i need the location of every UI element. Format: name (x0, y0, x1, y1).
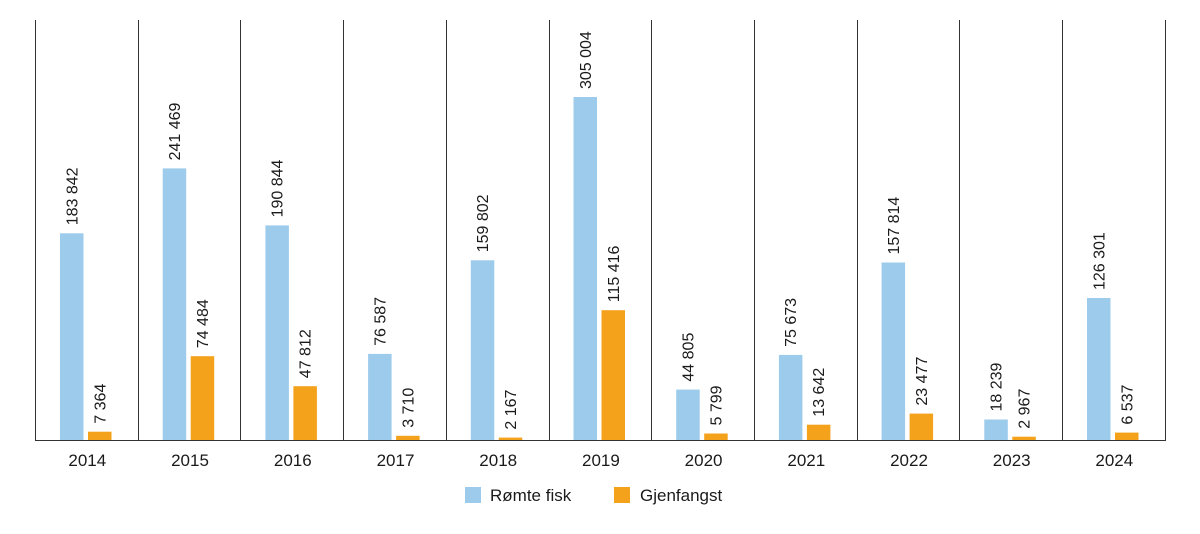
romte-fisk-data-label: 183 842 (64, 167, 81, 225)
gjenfangst-data-label: 115 416 (606, 245, 623, 302)
romte-fisk-data-label: 126 301 (1091, 232, 1108, 290)
legend: Rømte fisk Gjenfangst (465, 486, 722, 505)
romte-fisk-bar (60, 233, 84, 440)
romte-fisk-bar (573, 97, 597, 440)
gjenfangst-data-label: 7 364 (92, 384, 109, 424)
bars (60, 97, 1139, 440)
gjenfangst-bar (1012, 436, 1036, 440)
gjenfangst-data-label: 23 477 (914, 357, 931, 406)
romte-fisk-data-label: 44 805 (681, 333, 698, 382)
romte-fisk-data-label: 241 469 (167, 102, 184, 160)
gjenfangst-bar (601, 310, 625, 440)
gjenfangst-bar (704, 433, 728, 440)
gjenfangst-data-label: 2 167 (503, 389, 520, 429)
romte-fisk-data-label: 18 239 (989, 362, 1006, 411)
romte-fisk-bar (368, 353, 392, 440)
legend-label-romte-fisk: Rømte fisk (490, 486, 572, 505)
gjenfangst-bar (806, 424, 831, 440)
romte-fisk-bar (265, 225, 289, 440)
gjenfangst-data-label: 3 710 (400, 388, 417, 428)
data-labels: 183 842 7 364 241 469 74 484 190 844 47 812 76… (64, 31, 1136, 430)
x-tick-label: 2017 (377, 451, 415, 470)
romte-fisk-bar (1087, 298, 1111, 440)
gjenfangst-data-label: 47 812 (298, 329, 315, 378)
romte-fisk-bar (881, 262, 906, 440)
gjenfangst-bar (1115, 432, 1139, 440)
legend-swatch-romte-fisk (465, 487, 481, 503)
category-separators (35, 20, 1166, 440)
x-tick-label: 2023 (993, 451, 1031, 470)
gjenfangst-bar (88, 431, 112, 440)
gjenfangst-data-label: 6 537 (1119, 384, 1136, 424)
romte-fisk-data-label: 157 814 (886, 197, 903, 255)
x-tick-label: 2018 (479, 451, 517, 470)
legend-label-gjenfangst: Gjenfangst (640, 486, 722, 505)
romte-fisk-bar (470, 260, 495, 440)
romte-fisk-bar (778, 354, 803, 440)
romte-fisk-bar (162, 168, 187, 440)
romte-fisk-bar (676, 389, 700, 440)
gjenfangst-bar (293, 386, 317, 440)
x-tick-label: 2019 (582, 451, 620, 470)
x-tick-label: 2014 (68, 451, 106, 470)
romte-fisk-data-label: 190 844 (270, 159, 287, 217)
x-tick-labels: 2014 2015 2016 2017 2018 2019 2020 2021 2022 2023… (68, 451, 1133, 470)
gjenfangst-data-label: 13 642 (811, 368, 828, 417)
x-tick-label: 2021 (787, 451, 825, 470)
romte-fisk-data-label: 305 004 (578, 31, 595, 89)
x-tick-label: 2015 (171, 451, 209, 470)
romte-fisk-data-label: 159 802 (475, 194, 492, 252)
x-tick-label: 2020 (685, 451, 723, 470)
x-tick-label: 2022 (890, 451, 928, 470)
x-tick-label: 2016 (274, 451, 312, 470)
gjenfangst-bar (190, 356, 215, 440)
romte-fisk-data-label: 75 673 (783, 298, 800, 347)
gjenfangst-data-label: 74 484 (195, 299, 212, 348)
romte-fisk-data-label: 76 587 (372, 297, 389, 346)
gjenfangst-bar (498, 437, 523, 440)
romte-fisk-bar (984, 419, 1008, 440)
gjenfangst-data-label: 5 799 (709, 385, 726, 425)
x-tick-label: 2024 (1095, 451, 1133, 470)
gjenfangst-bar (396, 435, 420, 440)
gjenfangst-data-label: 2 967 (1017, 389, 1034, 429)
legend-swatch-gjenfangst (614, 487, 630, 503)
gjenfangst-bar (909, 413, 934, 440)
